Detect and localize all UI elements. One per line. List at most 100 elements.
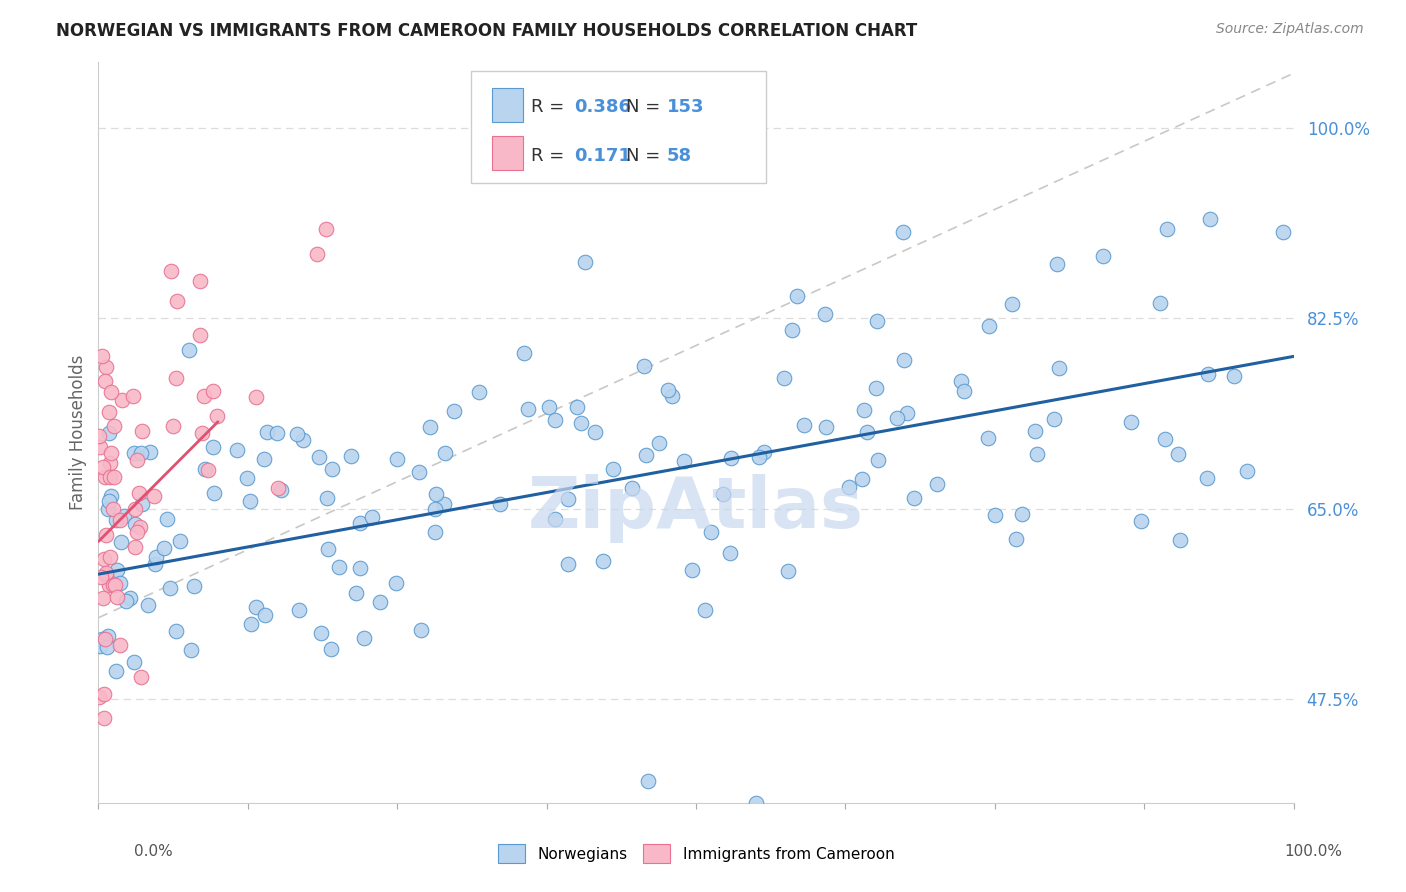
Point: [425, 487, 447, 501]
Point: [89, 440, 111, 454]
Point: [1011, 508, 1033, 522]
Point: [592, 553, 614, 567]
Point: [433, 496, 456, 510]
Point: [893, 352, 915, 367]
Point: [183, 579, 205, 593]
Point: [101, 578, 124, 592]
Point: [145, 550, 167, 565]
Point: [349, 561, 371, 575]
Point: [166, 293, 188, 308]
Text: R =: R =: [531, 97, 571, 116]
Point: [98, 425, 121, 440]
Point: [94, 374, 117, 388]
Point: [1047, 361, 1070, 376]
Point: [1004, 532, 1026, 546]
Point: [98, 456, 121, 470]
Point: [1026, 447, 1049, 461]
Point: [110, 576, 132, 591]
Point: [253, 451, 276, 466]
Point: [270, 483, 292, 498]
Point: [1129, 514, 1152, 528]
Point: [1168, 533, 1191, 547]
Point: [104, 513, 127, 527]
Point: [93, 552, 115, 566]
Point: [97, 629, 120, 643]
Point: [903, 491, 925, 506]
Point: [188, 274, 211, 288]
Point: [94, 469, 117, 483]
Point: [96, 359, 118, 374]
Point: [105, 563, 128, 577]
Point: [201, 440, 224, 454]
Point: [583, 425, 606, 439]
Point: [673, 454, 696, 468]
Point: [443, 403, 465, 417]
Point: [315, 221, 337, 235]
Point: [129, 670, 152, 684]
Point: [93, 687, 115, 701]
Point: [565, 400, 588, 414]
Point: [100, 446, 122, 460]
Point: [193, 389, 215, 403]
Point: [114, 594, 136, 608]
Point: [155, 512, 177, 526]
Point: [110, 535, 132, 549]
Point: [236, 471, 259, 485]
Point: [648, 435, 671, 450]
Point: [1199, 211, 1222, 226]
Point: [368, 594, 391, 608]
Point: [657, 383, 679, 397]
Point: [104, 578, 127, 592]
Point: [886, 411, 908, 425]
Point: [207, 409, 229, 424]
Point: [340, 450, 363, 464]
Point: [90, 632, 112, 646]
Point: [128, 486, 150, 500]
Point: [681, 563, 703, 577]
Point: [131, 497, 153, 511]
Point: [118, 591, 141, 606]
Point: [201, 384, 224, 399]
Point: [467, 385, 489, 400]
Point: [254, 607, 277, 622]
Y-axis label: Family Households: Family Households: [69, 355, 87, 510]
Point: [122, 389, 145, 403]
Point: [752, 445, 775, 459]
Point: [718, 546, 741, 560]
Point: [159, 581, 181, 595]
Point: [720, 450, 742, 465]
Point: [979, 319, 1001, 334]
Point: [139, 444, 162, 458]
Point: [1167, 446, 1189, 460]
Point: [103, 418, 125, 433]
Point: [411, 623, 433, 637]
Point: [202, 486, 225, 500]
Point: [124, 501, 146, 516]
Point: [142, 489, 165, 503]
Point: [124, 446, 146, 460]
Point: [661, 389, 683, 403]
Text: 153: 153: [666, 97, 704, 116]
Point: [193, 462, 215, 476]
Point: [328, 560, 350, 574]
Point: [239, 494, 262, 508]
Point: [353, 631, 375, 645]
Point: [165, 371, 187, 385]
Point: [267, 481, 290, 495]
Point: [1043, 412, 1066, 426]
Point: [129, 446, 152, 460]
Point: [127, 525, 149, 540]
Point: [240, 617, 263, 632]
Point: [100, 384, 122, 399]
Point: [925, 477, 948, 491]
Point: [128, 519, 150, 533]
Point: [96, 640, 118, 655]
Point: [896, 406, 918, 420]
Point: [98, 405, 121, 419]
Point: [1154, 433, 1177, 447]
Point: [1046, 257, 1069, 271]
Point: [815, 420, 838, 434]
Point: [188, 328, 211, 343]
Point: [621, 481, 644, 495]
Point: [1001, 297, 1024, 311]
